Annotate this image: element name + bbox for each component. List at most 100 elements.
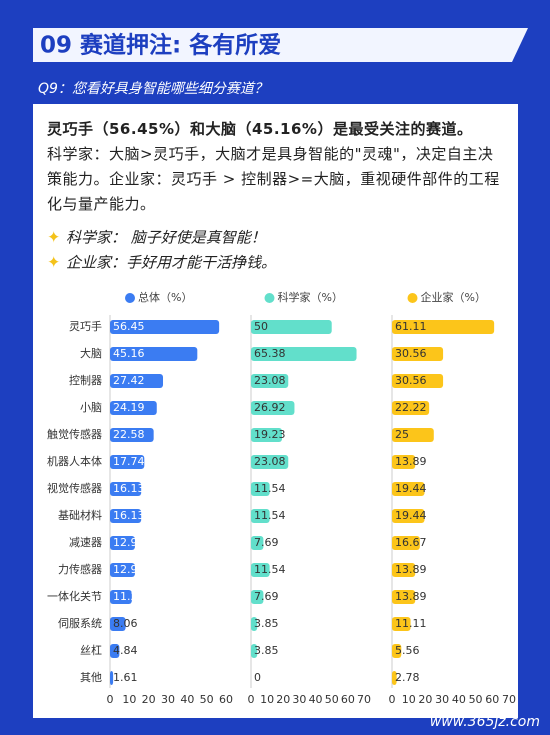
value-label: 8.06 xyxy=(113,617,138,630)
bar xyxy=(392,347,444,361)
body: 科学家：大脑>灵巧手，大脑才是具身智能的"灵魂"，决定自主决策能力。企业家：灵巧… xyxy=(47,145,500,213)
header-banner xyxy=(33,28,528,62)
bar xyxy=(110,320,220,334)
question: Q9：您看好具身智能哪些细分赛道？ xyxy=(38,81,268,97)
bar xyxy=(251,617,258,631)
bar xyxy=(110,455,145,469)
bar xyxy=(392,428,434,442)
value-label: 11.54 xyxy=(254,482,286,495)
watermark: www.365jz.com xyxy=(430,714,540,730)
value-label: 19.44 xyxy=(395,482,427,495)
bar xyxy=(110,644,120,658)
x-tick-label: 40 xyxy=(180,693,194,706)
value-label: 25 xyxy=(395,428,409,441)
bar xyxy=(251,563,270,577)
value-label: 13.89 xyxy=(395,455,427,468)
value-label: 13.89 xyxy=(395,590,427,603)
y-tick-label: 力传感器 xyxy=(58,563,102,576)
bar xyxy=(251,320,332,334)
bar xyxy=(110,536,135,550)
value-label: 56.45 xyxy=(113,320,145,333)
bar xyxy=(392,482,425,496)
value-label: 12.9 xyxy=(113,536,138,549)
x-tick-label: 70 xyxy=(357,693,371,706)
x-tick-label: 10 xyxy=(260,693,274,706)
value-label: 65.38 xyxy=(254,347,286,360)
x-tick-label: 60 xyxy=(219,693,233,706)
value-label: 17.74 xyxy=(113,455,145,468)
value-label: 24.19 xyxy=(113,401,145,414)
x-tick-label: 40 xyxy=(452,693,466,706)
bar xyxy=(110,374,164,388)
value-label: 30.56 xyxy=(395,347,427,360)
legend-label: 总体（%） xyxy=(138,290,192,304)
x-tick-label: 50 xyxy=(200,693,214,706)
x-tick-label: 30 xyxy=(161,693,175,706)
value-label: 3.85 xyxy=(254,644,279,657)
x-tick-label: 60 xyxy=(341,693,355,706)
bar xyxy=(392,563,416,577)
bar xyxy=(251,401,295,415)
y-tick-label: 伺服系统 xyxy=(58,617,102,630)
legend-swatch xyxy=(407,293,418,303)
star: ✦ xyxy=(47,253,60,272)
bar xyxy=(392,455,416,469)
value-label: 50 xyxy=(254,320,268,333)
bullet: 企业家：手好用才能干活挣钱。 xyxy=(66,254,276,272)
value-label: 11.54 xyxy=(254,509,286,522)
value-label: 23.08 xyxy=(254,455,286,468)
x-tick-label: 10 xyxy=(402,693,416,706)
x-tick-label: 20 xyxy=(276,693,290,706)
x-tick-label: 60 xyxy=(485,693,499,706)
bar xyxy=(392,590,416,604)
y-tick-label: 其他 xyxy=(80,671,102,684)
bar xyxy=(392,671,397,685)
value-label: 0 xyxy=(254,671,261,684)
bar xyxy=(251,428,283,442)
x-tick-label: 30 xyxy=(435,693,449,706)
value-label: 26.92 xyxy=(254,401,286,414)
legend-label: 科学家（%） xyxy=(278,290,343,304)
bar xyxy=(110,671,114,685)
y-tick-label: 机器人本体 xyxy=(47,454,102,468)
value-label: 11.54 xyxy=(254,563,286,576)
y-tick-label: 大脑 xyxy=(80,346,102,360)
bar xyxy=(251,374,289,388)
value-label: 16.13 xyxy=(113,509,145,522)
x-tick-label: 30 xyxy=(292,693,306,706)
value-label: 11.11 xyxy=(395,617,427,630)
value-label: 61.11 xyxy=(395,320,427,333)
x-tick-label: 0 xyxy=(389,693,396,706)
y-tick-label: 小脑 xyxy=(80,401,102,414)
x-tick-label: 20 xyxy=(418,693,432,706)
value-label: 16.67 xyxy=(395,536,427,549)
bar xyxy=(110,617,126,631)
bar xyxy=(392,644,402,658)
value-label: 23.08 xyxy=(254,374,286,387)
bar xyxy=(110,347,198,361)
bar xyxy=(392,374,444,388)
y-tick-label: 灵巧手 xyxy=(69,319,102,333)
bar xyxy=(251,590,264,604)
value-label: 22.22 xyxy=(395,401,427,414)
value-label: 22.58 xyxy=(113,428,145,441)
y-tick-label: 控制器 xyxy=(69,373,102,387)
bar xyxy=(392,536,420,550)
y-tick-label: 一体化关节 xyxy=(47,589,102,603)
value-label: 2.78 xyxy=(395,671,420,684)
x-tick-label: 20 xyxy=(142,693,156,706)
x-tick-label: 40 xyxy=(309,693,323,706)
star: ✦ xyxy=(47,228,60,247)
value-label: 3.85 xyxy=(254,617,279,630)
x-tick-label: 10 xyxy=(122,693,136,706)
bar xyxy=(110,428,154,442)
value-label: 1.61 xyxy=(113,671,138,684)
bar xyxy=(251,536,264,550)
y-tick-label: 触觉传感器 xyxy=(47,427,102,441)
bar xyxy=(110,401,157,415)
value-label: 4.84 xyxy=(113,644,138,657)
bar xyxy=(392,320,495,334)
bullet: 科学家： 脑子好使是真智能！ xyxy=(66,229,266,247)
